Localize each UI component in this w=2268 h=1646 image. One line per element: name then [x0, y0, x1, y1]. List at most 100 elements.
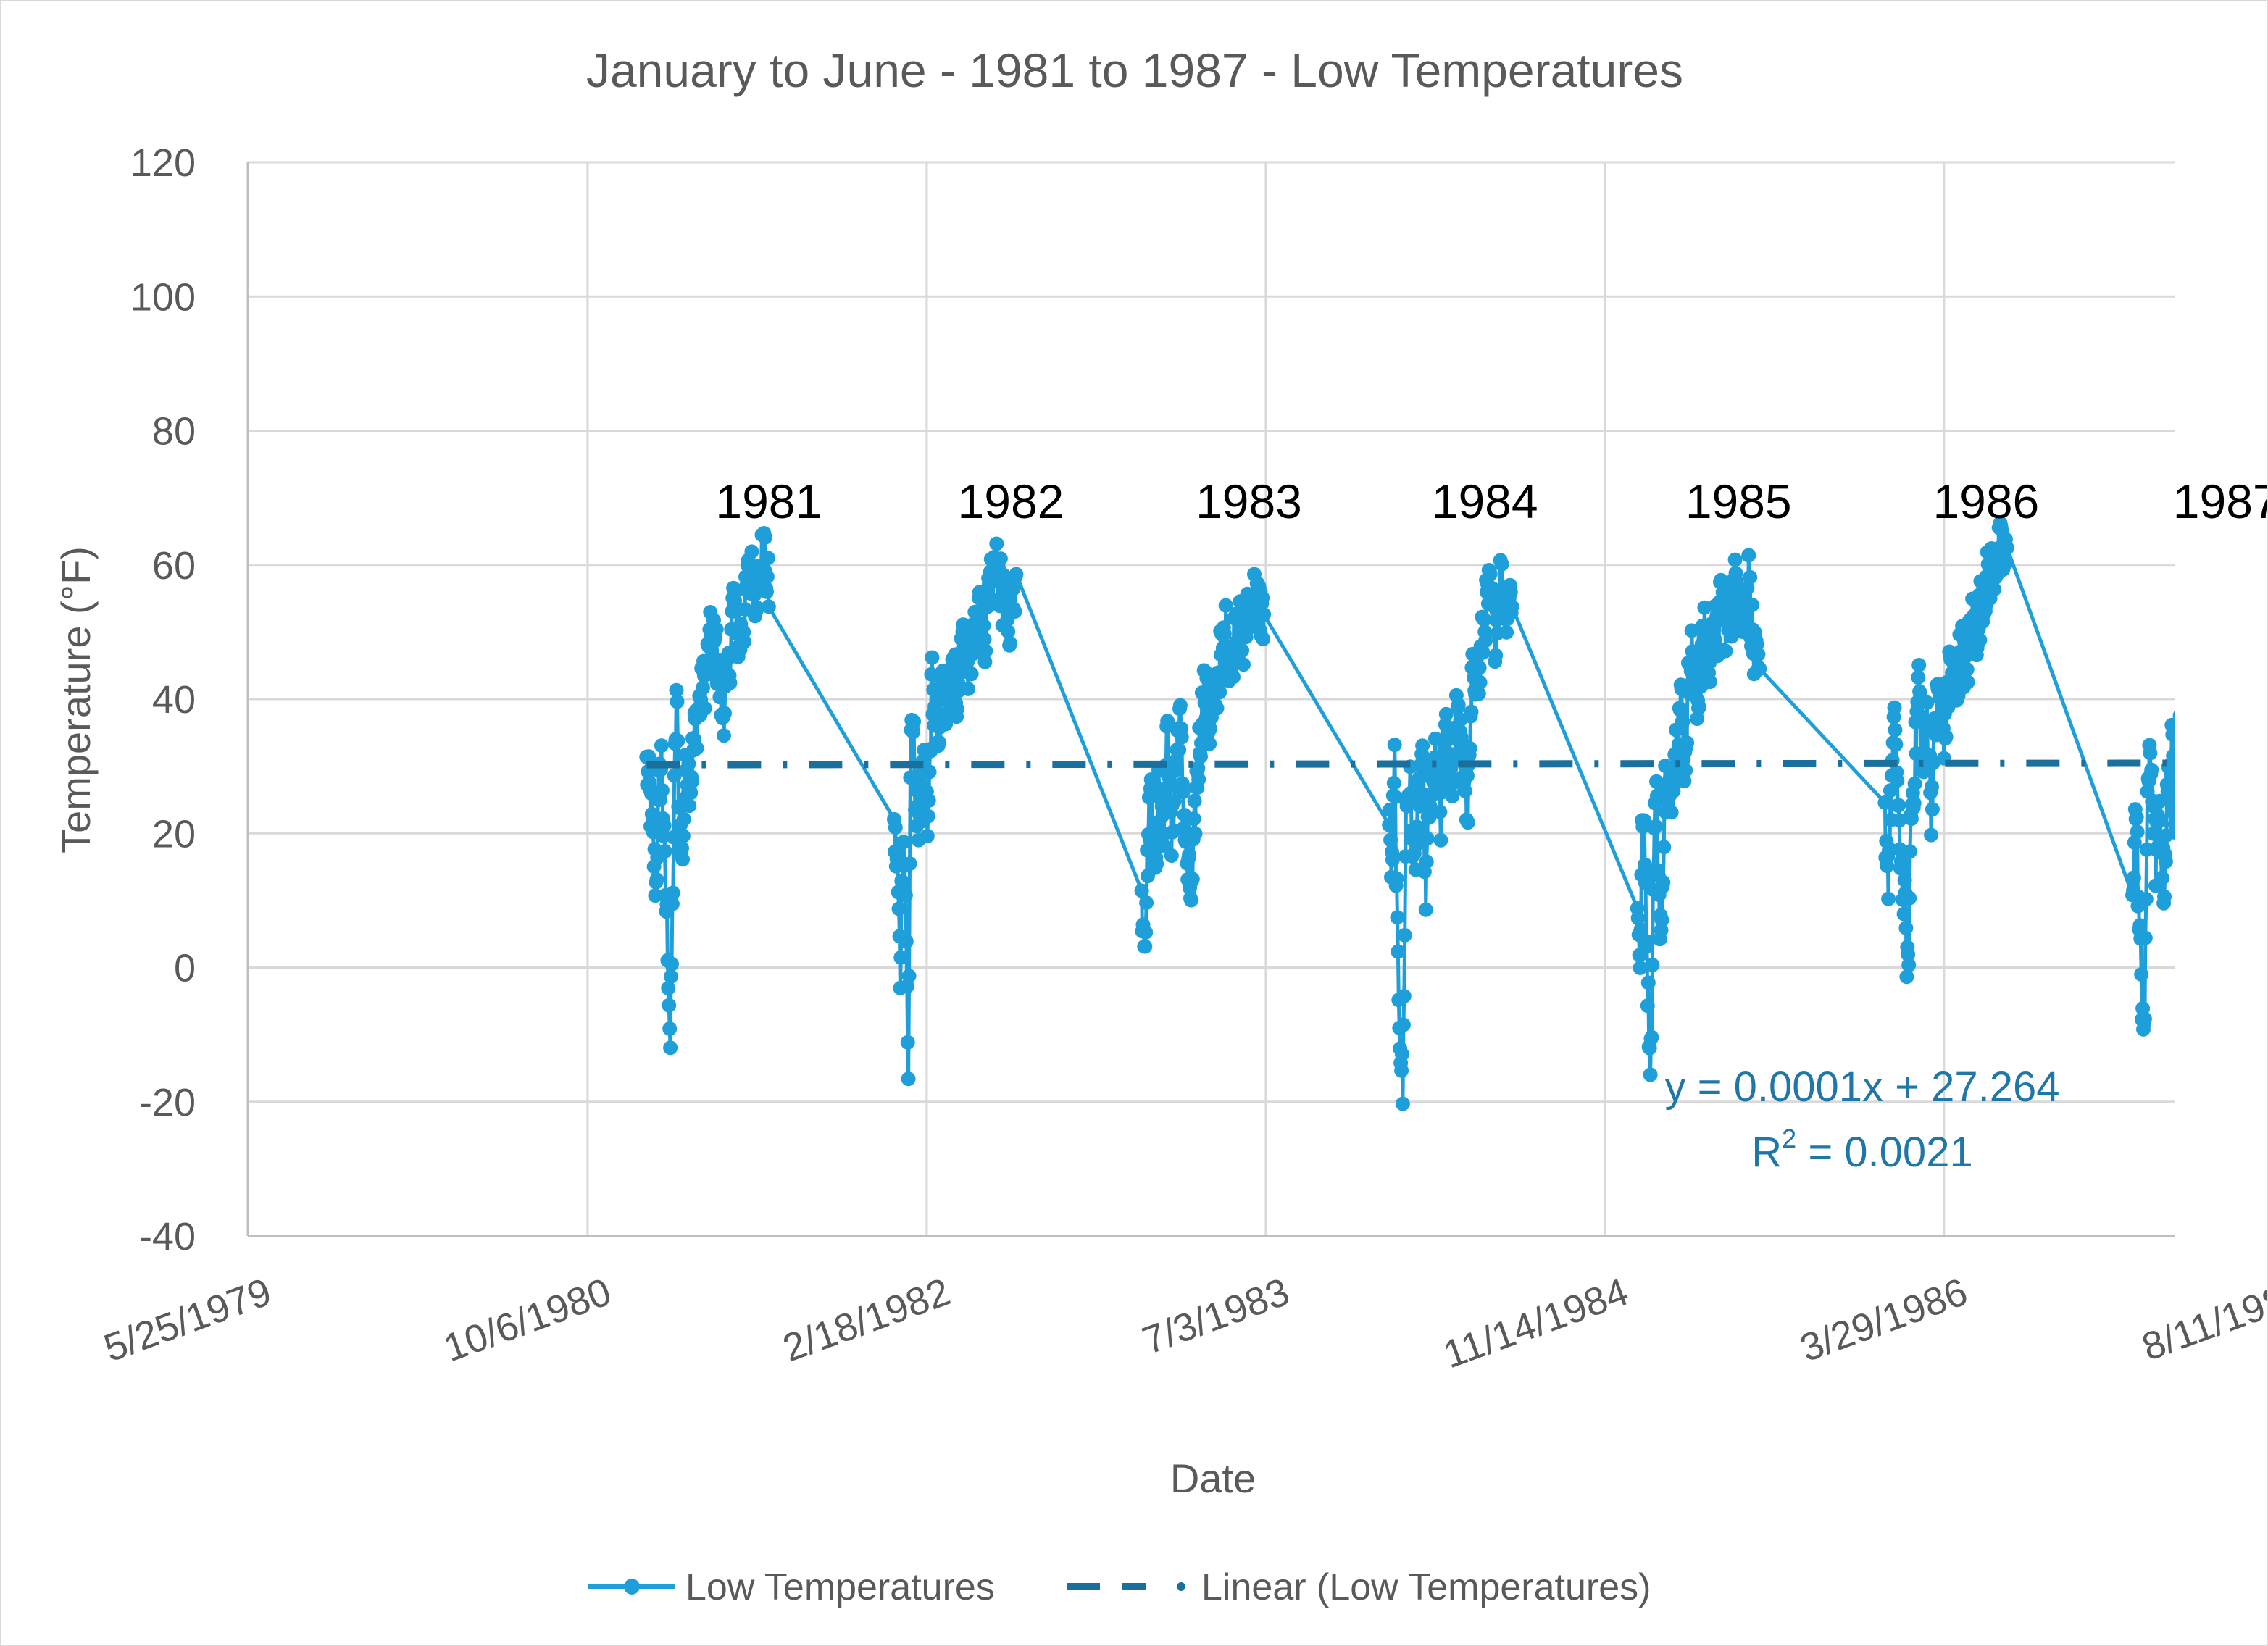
data-point — [696, 680, 710, 695]
data-point — [1643, 1067, 1658, 1082]
data-point — [1637, 813, 1652, 828]
data-point — [664, 969, 678, 984]
data-point — [1477, 612, 1492, 627]
data-point — [1160, 714, 1175, 729]
data-point — [2248, 628, 2262, 643]
data-point — [1149, 856, 1164, 872]
data-point — [2174, 751, 2175, 759]
data-point — [1999, 540, 2014, 556]
x-tick-label: 3/29/1986 — [1795, 1270, 1973, 1371]
data-point — [1901, 958, 1917, 972]
legend-item-linear-trend[interactable]: Linear (Low Temperatures) — [1067, 1566, 1651, 1608]
data-point — [2177, 856, 2191, 870]
data-point — [926, 682, 941, 697]
data-point — [2214, 629, 2228, 643]
data-point — [1972, 632, 1988, 648]
data-point — [1752, 661, 1767, 676]
data-point — [1444, 777, 1459, 792]
data-point — [1630, 911, 1646, 926]
chart-title: January to June - 1981 to 1987 - Low Tem… — [586, 43, 1683, 97]
data-point — [2195, 671, 2209, 685]
data-point — [1415, 738, 1430, 753]
data-point — [1395, 1047, 1409, 1062]
series-line — [644, 521, 2175, 1106]
data-point — [661, 981, 676, 995]
data-point — [670, 733, 685, 748]
data-point — [891, 901, 906, 916]
data-point — [2211, 631, 2226, 646]
data-point — [1471, 686, 1486, 701]
data-point — [1503, 585, 1518, 600]
data-point — [2217, 568, 2231, 582]
data-point — [993, 551, 1008, 567]
data-point — [2238, 601, 2252, 615]
y-tick-label: 120 — [130, 141, 196, 185]
data-point — [1887, 700, 1902, 715]
data-point — [1188, 826, 1203, 841]
legend: Low Temperatures Linear (Low Temperature… — [588, 1566, 1651, 1608]
data-point — [2238, 564, 2252, 579]
data-point — [761, 599, 776, 614]
data-point — [1664, 805, 1679, 820]
data-point — [1187, 793, 1202, 809]
data-point — [1396, 989, 1412, 1003]
data-point — [920, 829, 935, 843]
data-point — [1899, 969, 1914, 985]
data-point — [1005, 582, 1020, 597]
legend-item-low-temperatures[interactable]: Low Temperatures — [588, 1566, 995, 1608]
data-point — [977, 654, 993, 669]
data-point — [1987, 582, 2002, 597]
data-point — [2247, 628, 2261, 643]
data-point — [1003, 635, 1017, 651]
data-point — [2229, 613, 2243, 627]
y-axis-title: Temperature (°F) — [53, 546, 99, 853]
x-axis-title: Date — [1170, 1455, 1256, 1501]
data-point — [1925, 802, 1940, 817]
data-point — [717, 706, 732, 721]
data-point — [922, 764, 937, 780]
data-point — [1389, 871, 1404, 886]
data-point — [1897, 872, 1912, 887]
data-point — [737, 634, 752, 649]
data-point — [2129, 809, 2144, 824]
data-point — [2155, 871, 2170, 886]
data-point — [2130, 824, 2145, 840]
data-point — [1888, 722, 1903, 738]
data-point — [2196, 660, 2211, 674]
data-point — [2242, 603, 2256, 617]
data-point — [1888, 737, 1904, 752]
data-point — [2215, 630, 2230, 645]
x-tick-label: 10/6/1980 — [438, 1270, 617, 1371]
data-point — [1702, 674, 1717, 690]
data-point — [2188, 672, 2203, 686]
data-point — [1727, 552, 1743, 567]
data-point — [2227, 617, 2242, 632]
data-point — [1451, 698, 1466, 712]
y-tick-label: -40 — [139, 1215, 196, 1258]
data-point — [664, 956, 679, 972]
data-point — [902, 856, 917, 872]
r-squared-value: = 0.0021 — [1796, 1129, 1973, 1176]
data-point — [2203, 695, 2217, 710]
data-point — [1256, 632, 1271, 647]
data-point — [662, 998, 677, 1013]
data-point — [1680, 735, 1695, 751]
data-point — [675, 840, 689, 856]
data-point — [1675, 714, 1690, 730]
data-point — [1644, 1029, 1659, 1045]
data-point — [2158, 854, 2173, 869]
data-point — [1182, 847, 1197, 862]
data-point — [1419, 854, 1434, 869]
data-point — [2243, 640, 2258, 654]
data-point — [1924, 827, 1939, 843]
data-point — [1191, 772, 1206, 787]
data-point — [2204, 662, 2219, 677]
data-point — [1499, 624, 1514, 640]
data-point — [1383, 802, 1398, 817]
data-point — [1902, 890, 1917, 906]
trendline-label: y = 0.0001x + 27.264 R2 = 0.0021 — [1665, 1064, 2060, 1176]
data-point — [1938, 730, 1954, 744]
data-point — [1226, 669, 1241, 685]
data-point — [2221, 593, 2235, 608]
data-point — [1412, 798, 1427, 814]
